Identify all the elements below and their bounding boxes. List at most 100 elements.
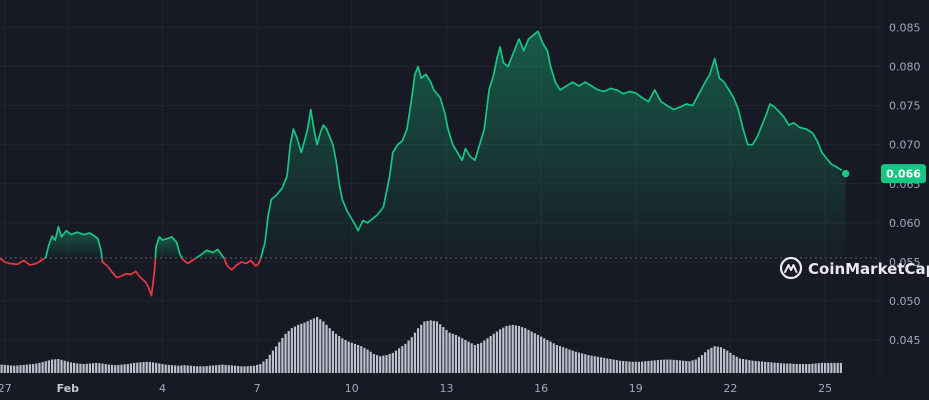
volume-bar [543, 338, 546, 373]
volume-bar [808, 364, 811, 373]
volume-bar [120, 364, 123, 373]
volume-bar [823, 362, 827, 373]
line-segment-down [181, 257, 197, 265]
volume-bar [151, 362, 155, 373]
volume-bar [735, 356, 738, 373]
y-axis-ticks: 0.0850.0800.0750.0700.0650.0600.0550.050… [889, 21, 921, 347]
volume-bar [221, 364, 224, 373]
volume-bar [659, 359, 663, 373]
x-tick-label: 27 [0, 382, 12, 395]
volume-bar [293, 326, 297, 373]
line-segment-up [195, 248, 225, 259]
volume-bar [208, 365, 211, 373]
volume-bar [227, 365, 230, 373]
volume-bar [233, 365, 237, 373]
volume-bar [798, 364, 801, 373]
volume-bar [426, 320, 429, 373]
volume-bar [416, 328, 420, 373]
volume-bar [568, 349, 571, 373]
volume-bar [126, 364, 129, 373]
volume-bar [129, 363, 133, 373]
volume-bar [748, 360, 751, 373]
volume-bar [79, 363, 82, 373]
volume-bar [697, 357, 700, 373]
volume-bar [287, 331, 290, 373]
volume-bar [429, 320, 432, 373]
volume-bar [836, 362, 839, 373]
volume-bar [388, 353, 391, 373]
volume-bar [467, 341, 470, 373]
volume-bar [401, 346, 404, 373]
x-tick-label: 25 [818, 382, 832, 395]
volume-bar [644, 361, 647, 373]
volume-bar [801, 364, 805, 373]
y-tick-label: 0.055 [889, 256, 921, 269]
volume-bar [757, 361, 760, 373]
volume-bar [795, 364, 798, 373]
volume-bar [174, 365, 177, 373]
volume-bar [811, 363, 814, 373]
volume-bar [32, 364, 35, 373]
volume-bar [792, 363, 795, 373]
volume-bar [41, 362, 44, 373]
volume-bar [691, 360, 694, 373]
volume-bar [603, 357, 606, 373]
volume-bar [754, 360, 757, 373]
x-tick-label: 7 [254, 382, 261, 395]
volume-bar [486, 338, 489, 373]
volume-bar [495, 331, 499, 373]
volume-bar [158, 363, 161, 373]
volume-bar [394, 350, 398, 373]
volume-bar [202, 366, 205, 373]
volume-bar [350, 342, 353, 373]
volume-bar [612, 359, 615, 373]
volume-bar [142, 362, 145, 373]
volume-bar [606, 358, 609, 373]
volume-bar [473, 345, 476, 373]
volume-bar [6, 365, 9, 373]
volume-bar [249, 366, 252, 373]
volume-bar [104, 364, 107, 373]
volume-bar [587, 355, 590, 373]
volume-bar [13, 365, 16, 373]
volume-bar [726, 350, 729, 373]
volume-bar [309, 319, 312, 373]
y-tick-label: 0.060 [889, 217, 921, 230]
volume-bar [420, 324, 423, 373]
volume-bar [306, 321, 309, 373]
volume-bar [300, 323, 303, 373]
volume-bar [663, 359, 666, 373]
volume-bar [631, 361, 634, 373]
volume-bar [379, 356, 382, 373]
line-segment-up [154, 236, 183, 259]
volume-bar [546, 339, 549, 373]
volume-bar [252, 365, 256, 373]
volume-bar [189, 365, 192, 373]
x-tick-label: 19 [629, 382, 643, 395]
volume-bar [69, 362, 73, 373]
volume-bar [653, 360, 656, 373]
volume-bar [54, 359, 57, 373]
volume-bar [57, 359, 60, 373]
y-tick-label: 0.075 [889, 100, 921, 113]
price-area [44, 31, 846, 259]
volume-bar [237, 366, 240, 373]
volume-bar [492, 333, 495, 373]
volume-bar [325, 324, 328, 373]
volume-bar [3, 364, 6, 373]
volume-bar [688, 361, 691, 373]
volume-bar [369, 351, 372, 373]
volume-bar [85, 363, 88, 373]
volume-bar [363, 347, 366, 373]
volume-bar [470, 343, 473, 373]
price-line [0, 30, 847, 297]
volume-bar [502, 327, 505, 373]
volume-bar [259, 364, 262, 373]
volume-bar [770, 362, 773, 373]
volume-bar [820, 362, 824, 373]
volume-bar [527, 329, 530, 373]
volume-bar [599, 357, 603, 373]
volume-bar [789, 363, 792, 373]
line-segment-up [260, 30, 847, 259]
